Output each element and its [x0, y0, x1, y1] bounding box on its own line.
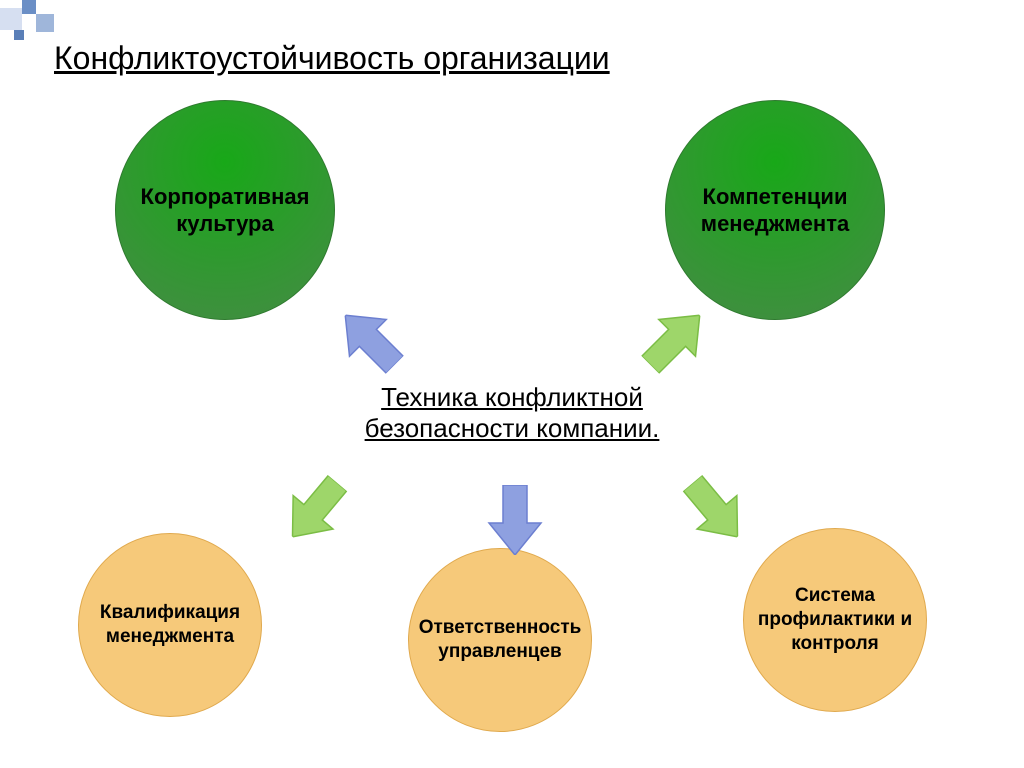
arrow-icon: [629, 294, 721, 386]
arrow-ul: [324, 294, 416, 386]
center-line-1: Техника конфликтной: [381, 382, 643, 412]
arrow-ur: [629, 294, 721, 386]
slide-title-text: Конфликтоустойчивость организации: [54, 40, 610, 76]
center-line-2: безопасности компании.: [365, 413, 660, 443]
bubble-label: Компетенции менеджмента: [676, 183, 874, 238]
bubble-label: Ответственность управленцев: [419, 616, 582, 664]
bubble-label: Квалификация менеджмента: [89, 601, 251, 649]
bubble-responsibility: Ответственность управленцев: [408, 548, 592, 732]
arrow-dr: [670, 464, 761, 556]
slide-canvas: Конфликтоустойчивость организации Техник…: [0, 0, 1024, 768]
arrow-dc: [485, 485, 545, 555]
arrow-icon: [670, 464, 761, 556]
arrow-icon: [270, 464, 361, 556]
bubble-label: Система профилактики и контроля: [754, 584, 916, 655]
bubble-qualification: Квалификация менеджмента: [78, 533, 262, 717]
arrow-dl: [270, 464, 361, 556]
bubble-competencies: Компетенции менеджмента: [665, 100, 885, 320]
deco-square: [14, 30, 24, 40]
bubble-label: Корпоративная культура: [126, 183, 324, 238]
deco-square: [36, 14, 54, 32]
slide-title: Конфликтоустойчивость организации: [54, 40, 610, 77]
deco-square: [0, 8, 22, 30]
center-label: Техника конфликтной безопасности компани…: [312, 382, 712, 444]
arrow-icon: [485, 485, 545, 555]
arrow-icon: [324, 294, 416, 386]
bubble-corp-culture: Корпоративная культура: [115, 100, 335, 320]
deco-square: [22, 0, 36, 14]
bubble-control-system: Система профилактики и контроля: [743, 528, 927, 712]
